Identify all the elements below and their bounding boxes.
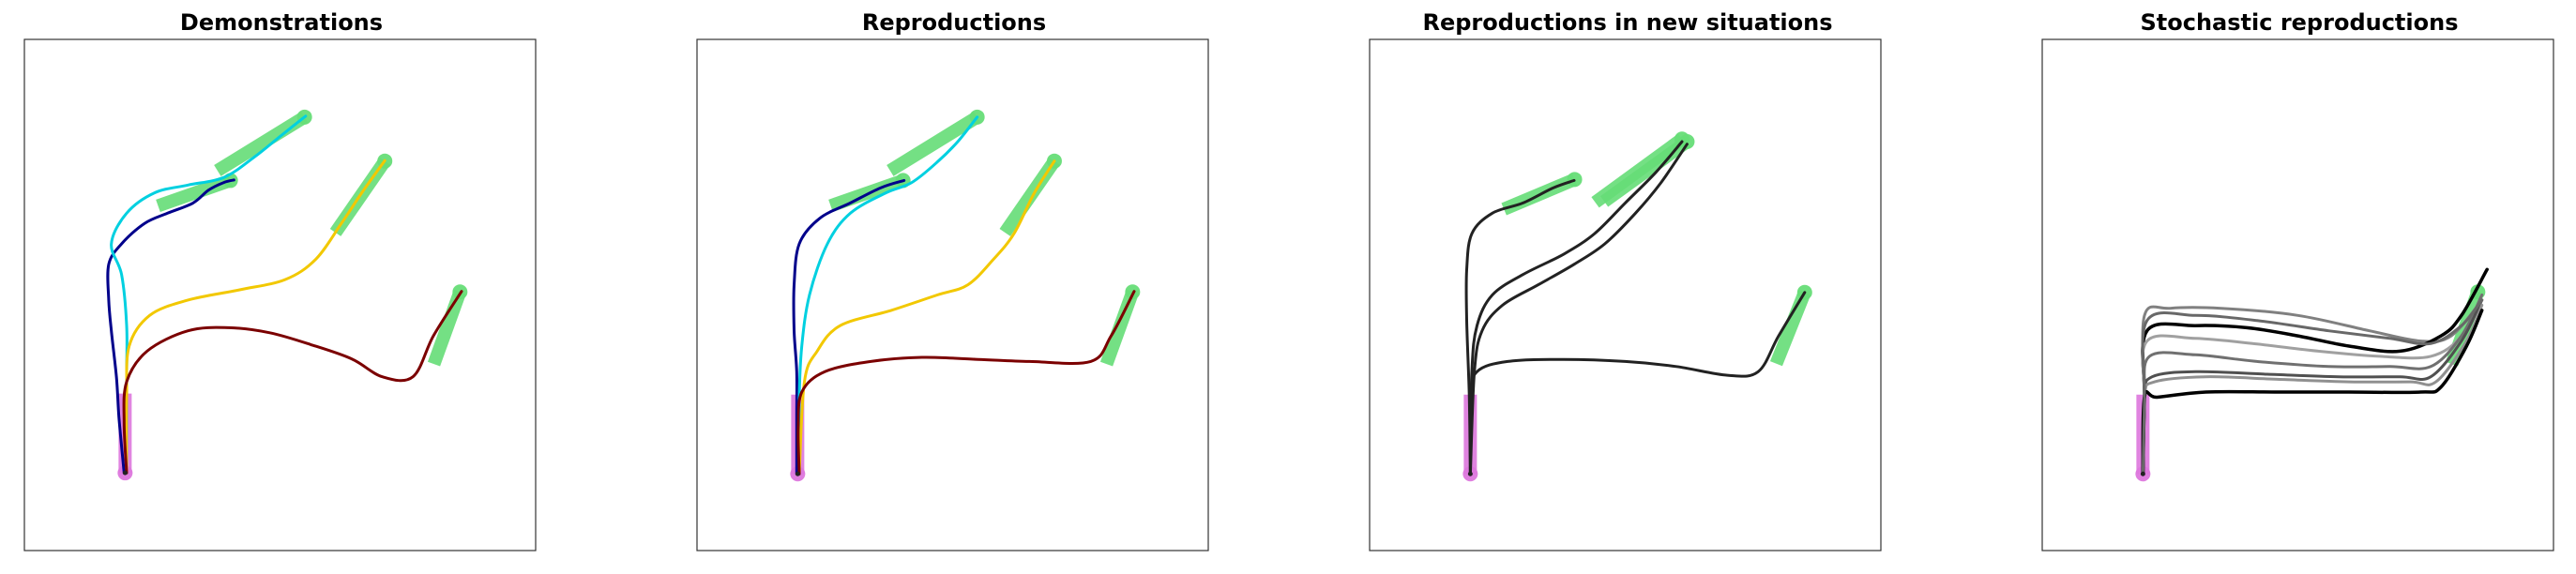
- trajectory-5: [2141, 303, 2484, 476]
- trajectory-0: [106, 178, 235, 475]
- trajectory-6: [2141, 309, 2484, 476]
- axes-frame: [2041, 38, 2554, 551]
- frame-bar-goal-3: [1769, 290, 1811, 367]
- panel-1: [696, 38, 1209, 551]
- frame-dot-goal-2: [1679, 134, 1695, 149]
- trajectory-7: [2141, 298, 2484, 476]
- trajectory-1: [110, 114, 308, 475]
- trajectory-2: [797, 159, 1056, 476]
- start-point: [2140, 471, 2145, 476]
- panel-title-reproductions: Reproductions: [861, 9, 1047, 36]
- trajectory-0: [792, 178, 906, 476]
- trajectory-3: [1468, 291, 1807, 476]
- panel-title-new-situations: Reproductions in new situations: [1422, 9, 1833, 36]
- trajectory-0: [1464, 178, 1576, 476]
- trajectory-2: [125, 159, 386, 475]
- panel-title-stochastic: Stochastic reproductions: [2140, 9, 2459, 36]
- axes-frame: [1369, 38, 1882, 551]
- panel-0: [23, 38, 537, 551]
- trajectory-1: [797, 115, 979, 476]
- start-point: [122, 470, 128, 476]
- trajectory-3: [122, 290, 463, 475]
- panel-2: [1369, 38, 1882, 551]
- start-point: [1467, 471, 1473, 476]
- frame-bar-goal-1: [214, 111, 309, 176]
- trajectory-1: [1468, 140, 1684, 476]
- trajectory-2: [1468, 143, 1689, 476]
- panel-3: [2041, 38, 2554, 551]
- panel-title-demonstrations: Demonstrations: [179, 9, 384, 36]
- start-point: [795, 471, 800, 476]
- frame-bar-goal-1: [886, 111, 981, 176]
- trajectory-3: [796, 290, 1136, 476]
- frame-bar-goal-3: [427, 289, 466, 367]
